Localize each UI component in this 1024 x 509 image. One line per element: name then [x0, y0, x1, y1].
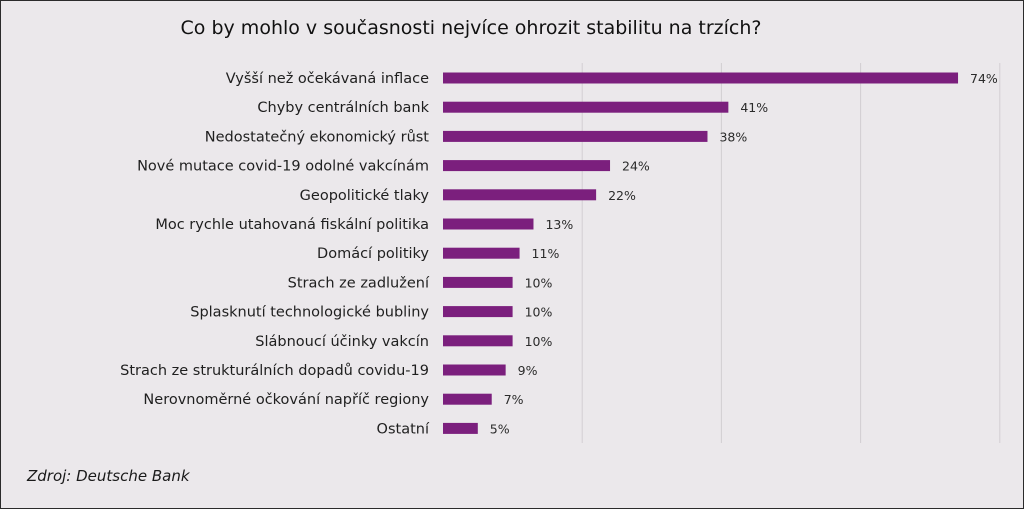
value-label: 41%	[740, 100, 768, 115]
source-note: Zdroj: Deutsche Bank	[27, 467, 190, 485]
category-label: Moc rychle utahovaná fiskální politika	[155, 217, 429, 233]
value-label: 7%	[504, 392, 524, 407]
category-label: Nové mutace covid-19 odolné vakcínám	[137, 159, 429, 175]
bar	[443, 335, 513, 347]
value-label: 5%	[490, 421, 510, 436]
value-label: 11%	[532, 246, 560, 261]
bar	[443, 160, 611, 172]
bars	[443, 72, 959, 434]
category-label: Strach ze strukturálních dopadů covidu-1…	[120, 363, 429, 379]
bar	[443, 364, 506, 376]
value-label: 38%	[719, 129, 747, 144]
category-label: Domácí politiky	[317, 246, 429, 262]
category-label: Vyšší než očekávaná inflace	[226, 71, 429, 87]
value-label: 22%	[608, 188, 636, 203]
value-label: 10%	[525, 275, 553, 290]
category-label: Geopolitické tlaky	[300, 188, 430, 204]
chart-title: Co by mohlo v současnosti nejvíce ohrozi…	[180, 17, 762, 39]
category-label: Nedostatečný ekonomický růst	[205, 129, 430, 145]
labels: Vyšší než očekávaná inflace 74% Chyby cent…	[120, 71, 998, 437]
value-label: 74%	[970, 71, 998, 86]
category-label: Chyby centrálních bank	[257, 100, 429, 116]
category-label: Strach ze zadlužení	[288, 275, 430, 291]
bar	[443, 72, 959, 84]
category-label: Slábnoucí účinky vakcín	[255, 334, 429, 350]
category-label: Splasknutí technologické bubliny	[190, 305, 429, 321]
bar	[443, 101, 729, 113]
bar	[443, 276, 513, 288]
value-label: 24%	[622, 159, 650, 174]
bar	[443, 130, 708, 142]
bar	[443, 393, 492, 405]
gridlines	[581, 63, 1001, 443]
bar	[443, 247, 520, 259]
bar	[443, 218, 534, 230]
bar	[443, 306, 513, 318]
category-label: Nerovnoměrné očkování napříč regiony	[143, 392, 429, 408]
category-label: Ostatní	[377, 421, 430, 437]
value-label: 9%	[518, 363, 538, 378]
value-label: 10%	[525, 305, 553, 320]
bar	[443, 189, 597, 201]
value-label: 10%	[525, 334, 553, 349]
bar	[443, 422, 478, 434]
value-label: 13%	[545, 217, 573, 232]
